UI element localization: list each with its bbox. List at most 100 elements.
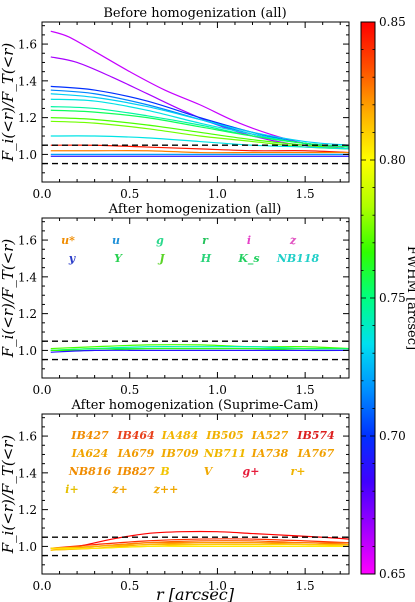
legend-entry: IB574 xyxy=(296,429,334,442)
y-tick-label: 1.6 xyxy=(18,234,37,248)
legend-entry: B xyxy=(159,465,169,478)
series-line xyxy=(50,56,349,150)
y-tick-label: 1.4 xyxy=(18,270,37,284)
x-tick-label: 1.0 xyxy=(208,579,227,593)
legend-entry: IB464 xyxy=(116,429,154,442)
legend-entry: z+ xyxy=(111,483,127,496)
legend-entry: r+ xyxy=(290,465,305,478)
y-tick-label: 1.2 xyxy=(18,503,37,517)
legend-entry-y: y xyxy=(68,252,77,265)
legend-entry: z++ xyxy=(153,483,179,496)
x-tick-label: 1.5 xyxy=(296,383,315,397)
series-layer xyxy=(42,30,349,165)
legend-entry: V xyxy=(204,465,214,478)
series-line xyxy=(50,117,349,150)
colorbar-tick-label: 0.70 xyxy=(379,429,406,443)
series-line xyxy=(50,93,349,146)
y-tick-label: 1.2 xyxy=(18,111,37,125)
legend-entry: IA767 xyxy=(297,447,335,460)
series-line xyxy=(50,85,349,148)
series-line xyxy=(50,545,349,549)
x-tick-label: 0.5 xyxy=(120,383,139,397)
legend-entry-r: r xyxy=(202,234,209,247)
legend: IB427 IB464 IA484 IB505 IA527 IB574 IA62… xyxy=(65,429,334,496)
y-tick-label: 1.0 xyxy=(18,540,37,554)
legend: u* u g r i z y Y J H K_s NB118 xyxy=(61,234,319,266)
legend-entry-Ks: K_s xyxy=(237,252,259,266)
x-tick-label: 0.5 xyxy=(120,187,139,201)
x-axis-label: r [arcsec] xyxy=(156,585,235,602)
panel-title: After homogenization (Suprime-Cam) xyxy=(71,398,319,413)
plot-frame xyxy=(41,217,350,379)
legend-entry-J: J xyxy=(157,252,165,265)
legend-entry-i: i xyxy=(247,234,251,247)
legend-entry: IA527 xyxy=(251,429,289,442)
y-tick-label: 1.2 xyxy=(18,307,37,321)
x-tick-label: 1.5 xyxy=(296,579,315,593)
panel-title: Before homogenization (all) xyxy=(103,6,286,21)
colorbar-ticks xyxy=(361,21,375,575)
series-line xyxy=(50,144,349,154)
legend-entry: NB816 xyxy=(68,465,112,478)
legend-entry: IA738 xyxy=(251,447,289,460)
panel-title: After homogenization (all) xyxy=(108,202,282,217)
legend-entry: IA484 xyxy=(161,429,199,442)
x-tick-label: 1.5 xyxy=(296,187,315,201)
x-tick-label: 1.0 xyxy=(208,187,227,201)
y-tick-label: 1.6 xyxy=(18,430,37,444)
legend-entry: IB827 xyxy=(116,465,155,478)
colorbar-tick-label: 0.65 xyxy=(379,567,406,581)
colorbar-tick-label: 0.75 xyxy=(379,291,406,305)
series-layer xyxy=(42,530,349,557)
series-line xyxy=(50,530,349,549)
y-tick-label: 1.4 xyxy=(18,466,37,480)
plot-frame xyxy=(41,413,350,575)
series-layer xyxy=(42,340,349,361)
colorbar: 0.85 0.80 0.75 0.70 0.65 FWHM [arcsec] xyxy=(360,15,415,581)
colorbar-tick-label: 0.80 xyxy=(379,153,406,167)
y-tick-label: 1.4 xyxy=(18,74,37,88)
legend-entry-Y: Y xyxy=(114,252,123,265)
x-tick-label: 0.0 xyxy=(32,383,51,397)
x-tick-label: 1.0 xyxy=(208,383,227,397)
y-tick-label: 1.6 xyxy=(18,38,37,52)
legend-entry: i+ xyxy=(65,483,78,496)
series-line xyxy=(50,344,349,350)
legend-entry: IB709 xyxy=(160,447,199,460)
series-line xyxy=(50,135,349,150)
axis-ticks xyxy=(41,414,349,574)
series-line xyxy=(50,150,349,154)
colorbar-tick-label: 0.85 xyxy=(379,15,406,29)
legend-entry-z: z xyxy=(289,234,297,247)
y-tick-label: 1.0 xyxy=(18,344,37,358)
legend-entry: IB427 xyxy=(70,429,109,442)
legend-entry: IA679 xyxy=(117,447,155,460)
legend-entry-ustar: u* xyxy=(61,234,75,247)
panel-after-suprime-cam: After homogenization (Suprime-Cam) IB427… xyxy=(0,398,350,602)
y-tick-label: 1.0 xyxy=(18,148,37,162)
series-line xyxy=(50,543,349,551)
plot-frame xyxy=(41,21,350,183)
colorbar-label: FWHM [arcsec] xyxy=(404,246,415,350)
panel-after-all: After homogenization (all) u* u g r i z … xyxy=(0,202,350,397)
x-tick-label: 0.5 xyxy=(120,579,139,593)
series-line xyxy=(50,349,349,353)
series-line xyxy=(50,109,349,148)
legend-entry-H: H xyxy=(200,252,212,265)
series-line xyxy=(50,538,349,549)
legend-entry: IB505 xyxy=(205,429,243,442)
panel-before-all: Before homogenization (all) 0.0 0.5 1.0 … xyxy=(0,6,350,201)
x-tick-label: 0.0 xyxy=(32,187,51,201)
y-axis-label: F_i(<r)/F_T(<r) xyxy=(0,435,17,555)
legend-entry-u: u xyxy=(112,234,120,247)
legend-entry: NB711 xyxy=(203,447,246,460)
legend-entry: IA624 xyxy=(71,447,109,460)
axis-ticks xyxy=(41,22,349,182)
legend-entry-g: g xyxy=(156,234,164,247)
axis-ticks xyxy=(41,218,349,378)
y-axis-label: F_i(<r)/F_T(<r) xyxy=(0,239,17,359)
y-axis-label: F_i(<r)/F_T(<r) xyxy=(0,43,17,163)
legend-entry-NB118: NB118 xyxy=(276,252,320,265)
x-tick-label: 0.0 xyxy=(32,579,51,593)
